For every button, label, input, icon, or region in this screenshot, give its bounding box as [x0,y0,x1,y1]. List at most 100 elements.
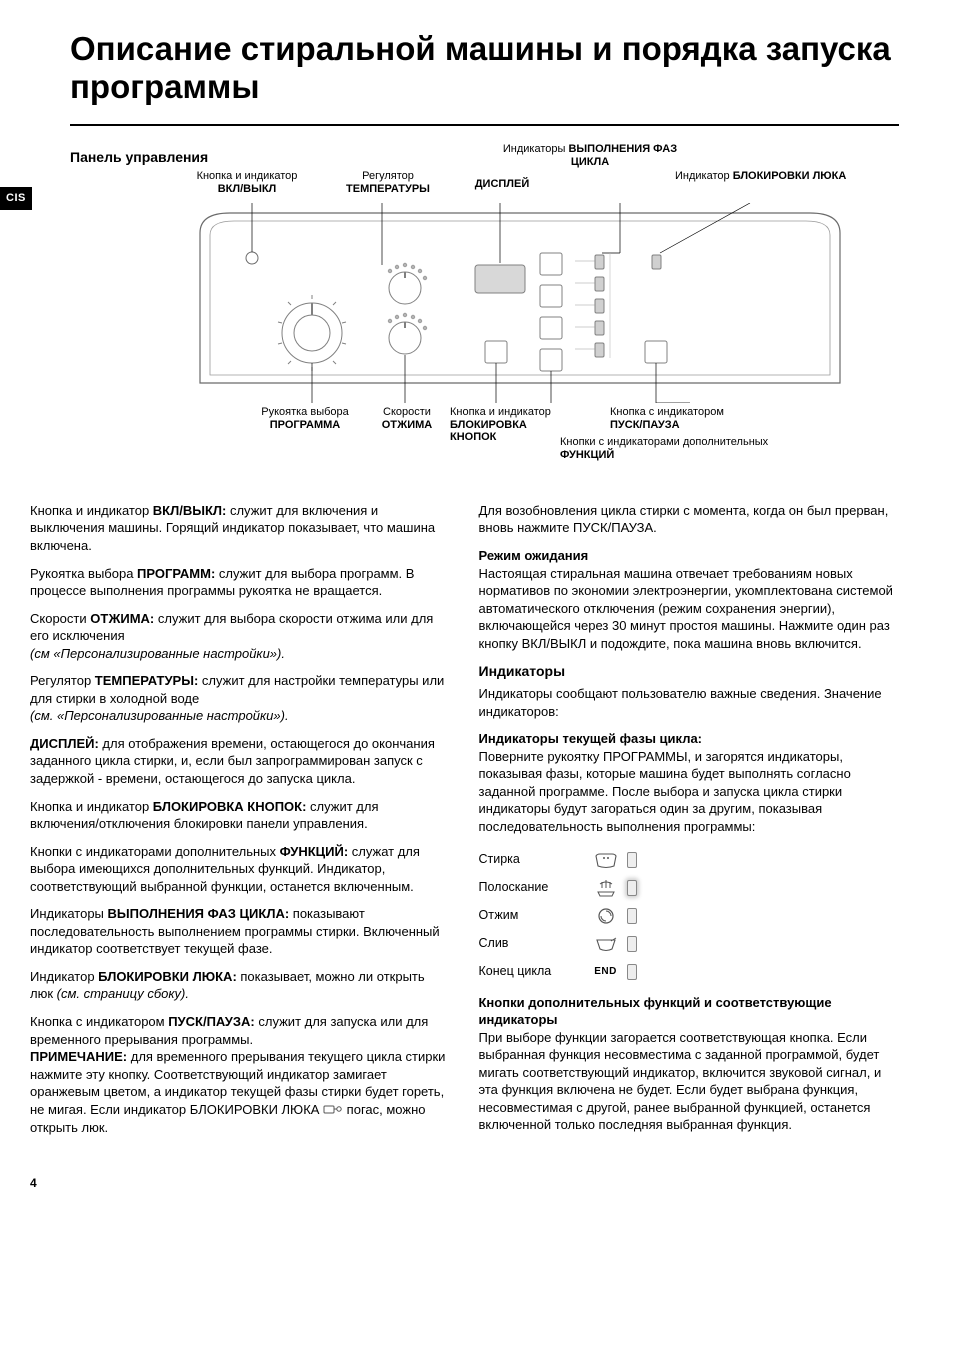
func-section: Кнопки дополнительных функций и соответс… [479,994,900,1134]
side-tab: CIS [0,187,32,210]
phase-label: Конец цикла [479,963,589,980]
callout-main: ВЫПОЛНЕНИЯ ФАЗ ЦИКЛА [568,143,677,168]
text: Кнопка с индикатором [30,1014,168,1029]
italic: (см. «Персонализированные настройки»). [30,708,289,723]
text: Скорости [30,611,90,626]
text: Кнопки с индикаторами дополнительных [30,844,280,859]
bold: ВКЛ/ВЫКЛ: [153,503,227,518]
control-panel-diagram: Панель управления Кнопка и индикатор ВКЛ… [70,148,899,488]
page-title: Описание стиральной машины и порядка зап… [70,30,899,106]
phase-row-end: Конец цикла END [479,958,900,986]
func-title: Кнопки дополнительных функций и соответс… [479,995,832,1028]
text: Кнопка и индикатор [30,503,153,518]
bold: ФУНКЦИЙ: [280,844,349,859]
phase-led [627,852,637,868]
para-start-pause: Кнопка с индикатором ПУСК/ПАУЗА: служит … [30,1013,451,1137]
text: Индикатор [30,969,98,984]
drain-icon [589,934,623,954]
para-on-off: Кнопка и индикатор ВКЛ/ВЫКЛ: служит для … [30,502,451,555]
left-column: Кнопка и индикатор ВКЛ/ВЫКЛ: служит для … [30,502,451,1147]
para-spin: Скорости ОТЖИМА: служит для выбора скоро… [30,610,451,663]
callout-pre: Индикатор [675,170,730,182]
para-display: ДИСПЛЕЙ: для отображения времени, остающ… [30,735,451,788]
para-standby: Режим ожидания Настоящая стиральная маши… [479,547,900,652]
para-program: Рукоятка выбора ПРОГРАММ: служит для выб… [30,565,451,600]
bold: ОТЖИМА: [90,611,154,626]
phase-label: Стирка [479,851,589,868]
callout-main: БЛОКИРОВКА КНОПОК [450,419,527,444]
italic: (см. страницу сбоку). [57,986,189,1001]
phase-label: Отжим [479,907,589,924]
callout-phase-indicators: Индикаторы ВЫПОЛНЕНИЯ ФАЗ ЦИКЛА [490,143,690,168]
phase-row-spin: Отжим [479,902,900,930]
callout-keylock: Кнопка и индикатор БЛОКИРОВКА КНОПОК [450,406,570,444]
phase-led [627,964,637,980]
text: Настоящая стиральная машина отвечает тре… [479,566,893,651]
bold: ДИСПЛЕЙ: [30,736,99,751]
callout-start-pause: Кнопка с индикатором ПУСК/ПАУЗА [610,406,790,431]
indicators-title: Индикаторы [479,662,900,681]
bold: ПРИМЕЧАНИЕ: [30,1049,127,1064]
phase-section: Индикаторы текущей фазы цикла: Поверните… [479,730,900,835]
callout-functions: Кнопки с индикаторами дополнительных ФУН… [560,436,780,461]
end-icon: END [589,965,623,979]
panel-section-title: Панель управления [70,148,208,167]
phase-led [627,880,637,896]
callout-main: ПРОГРАММА [270,419,340,431]
para-resume: Для возобновления цикла стирки с момента… [479,502,900,537]
phase-led [627,936,637,952]
bold: ПРОГРАММ: [137,566,215,581]
para-door-lock: Индикатор БЛОКИРОВКИ ЛЮКА: показывает, м… [30,968,451,1003]
text: Кнопка и индикатор [30,799,153,814]
right-column: Для возобновления цикла стирки с момента… [479,502,900,1147]
callout-pre: Кнопки с индикаторами дополнительных [560,436,768,448]
phase-row-rinse: Полоскание [479,874,900,902]
para-temperature: Регулятор ТЕМПЕРАТУРЫ: служит для настро… [30,672,451,725]
para-keylock: Кнопка и индикатор БЛОКИРОВКА КНОПОК: сл… [30,798,451,833]
wash-icon [589,850,623,870]
callout-main: ФУНКЦИЙ [560,449,614,461]
callout-pre: Индикаторы [503,143,566,155]
callout-pre: Кнопка с индикатором [610,406,724,418]
callout-main: ДИСПЛЕЙ [475,178,530,190]
phase-row-drain: Слив [479,930,900,958]
callout-main: ВКЛ/ВЫКЛ [218,183,277,195]
page-number: 4 [30,1175,899,1191]
indicators-intro: Индикаторы сообщают пользователю важные … [479,685,900,720]
italic: (см «Персонализированные настройки»). [30,646,285,661]
para-functions: Кнопки с индикаторами дополнительных ФУН… [30,843,451,896]
callout-spin: Скорости ОТЖИМА [367,406,447,431]
callout-program: Рукоятка выбора ПРОГРАММА [235,406,375,431]
body-columns: Кнопка и индикатор ВКЛ/ВЫКЛ: служит для … [30,502,899,1147]
callout-main: ПУСК/ПАУЗА [610,419,680,431]
bold: ПУСК/ПАУЗА: [168,1014,255,1029]
spin-icon [589,906,623,926]
bold: БЛОКИРОВКА КНОПОК: [153,799,307,814]
bold: ТЕМПЕРАТУРЫ: [95,673,198,688]
bold: ВЫПОЛНЕНИЯ ФАЗ ЦИКЛА: [108,906,290,921]
para-phase-indicators: Индикаторы ВЫПОЛНЕНИЯ ФАЗ ЦИКЛА: показыв… [30,905,451,958]
callout-main: ОТЖИМА [382,419,433,431]
door-lock-icon [323,1102,343,1120]
title-rule [70,124,899,126]
callout-main: ТЕМПЕРАТУРЫ [346,183,430,195]
text: Индикаторы [30,906,108,921]
text: Рукоятка выбора [30,566,137,581]
bold: БЛОКИРОВКИ ЛЮКА: [98,969,237,984]
text: Регулятор [30,673,95,688]
callout-pre: Рукоятка выбора [261,406,349,418]
phase-title: Индикаторы текущей фазы цикла: [479,731,703,746]
callout-pre: Регулятор [362,170,414,182]
phase-label: Слив [479,935,589,952]
panel-svg [190,203,850,403]
callout-pre: Кнопка и индикатор [197,170,298,182]
callout-pre: Скорости [383,406,431,418]
text: Поверните рукоятку ПРОГРАММЫ, и загорятс… [479,749,851,834]
callout-display: ДИСПЛЕЙ [462,178,542,191]
rinse-icon [589,878,623,898]
phase-led [627,908,637,924]
callout-pre: Кнопка и индикатор [450,406,551,418]
callout-main: БЛОКИРОВКИ ЛЮКА [733,170,847,182]
callout-temperature: Регулятор ТЕМПЕРАТУРЫ [328,170,448,195]
phase-row-wash: Стирка [479,846,900,874]
